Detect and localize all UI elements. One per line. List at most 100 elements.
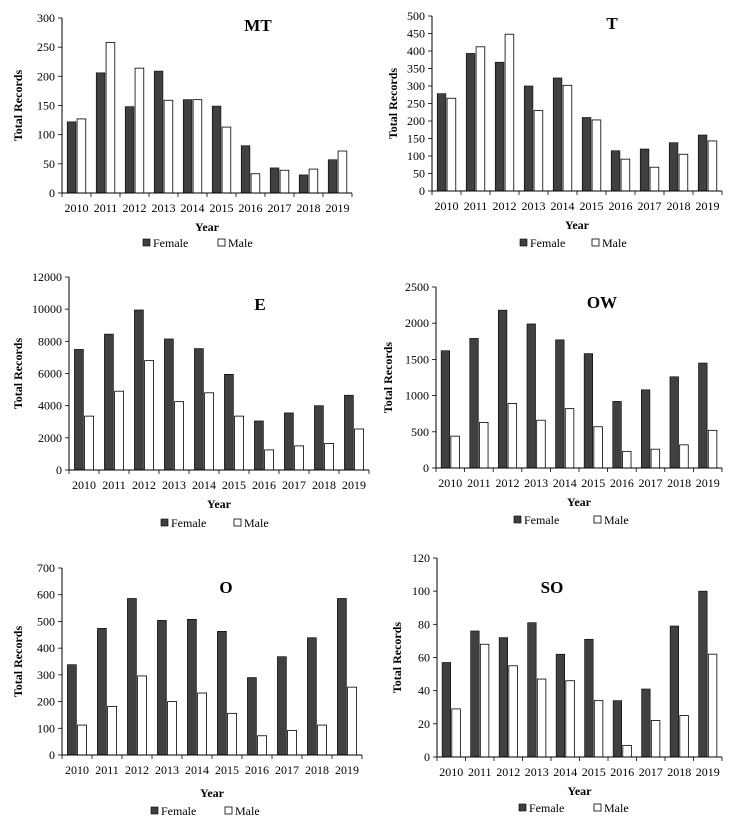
y-tick-label: 150 (37, 99, 55, 113)
y-tick-label: 2000 (405, 316, 429, 330)
bar-female-2015 (211, 105, 222, 194)
x-tick-label: 2010 (65, 763, 89, 777)
bar-female-2015 (581, 117, 592, 192)
x-tick-label: 2019 (696, 476, 720, 490)
bar-male-2010 (77, 724, 87, 756)
y-axis-title: Total Records (390, 622, 404, 694)
bar-female-2013 (527, 622, 537, 758)
y-tick-label: 350 (407, 62, 425, 76)
bar-male-2011 (479, 643, 490, 758)
bar-male-2010 (450, 435, 460, 469)
bar-male-2015 (593, 700, 604, 758)
y-axis-title: Total Records (381, 342, 395, 414)
legend-label-female: Female (530, 236, 565, 250)
bar-female-2019 (698, 590, 708, 758)
y-axis-title: Total Records (11, 70, 25, 142)
x-tick-label: 2018 (305, 763, 329, 777)
y-tick-label: 500 (411, 425, 429, 439)
x-tick-label: 2016 (252, 478, 276, 492)
y-tick-label: 500 (37, 614, 55, 628)
chart-title: O (219, 578, 232, 597)
bar-male-2018 (308, 168, 319, 194)
bar-female-2018 (307, 637, 317, 756)
bar-female-2017 (277, 656, 287, 756)
x-axis-title: Year (565, 218, 590, 232)
y-tick-label: 12000 (32, 270, 62, 284)
x-tick-label: 2011 (94, 201, 118, 215)
x-tick-label: 2011 (102, 478, 126, 492)
bar-female-2016 (240, 145, 251, 194)
legend-label-female: Female (524, 513, 559, 527)
x-tick-label: 2016 (609, 199, 633, 213)
legend-label-male: Male (604, 801, 629, 815)
legend-swatch-female (518, 803, 527, 812)
bar-male-2014 (565, 680, 575, 758)
bar-male-2015 (221, 126, 232, 194)
x-tick-label: 2012 (493, 199, 517, 213)
bar-female-2011 (97, 628, 107, 756)
x-tick-label: 2013 (524, 476, 548, 490)
bar-female-2011 (469, 338, 479, 469)
bar-female-2010 (67, 664, 77, 756)
y-axis-title: Total Records (11, 338, 25, 410)
bar-male-2019 (707, 653, 718, 758)
chart-title: MT (244, 16, 272, 35)
bar-female-2015 (224, 374, 234, 471)
legend-label-male: Male (235, 804, 260, 818)
y-tick-label: 8000 (38, 334, 62, 348)
bar-female-2019 (327, 159, 338, 194)
bar-male-2017 (279, 169, 290, 194)
legend-label-male: Male (602, 236, 627, 250)
y-tick-label: 300 (37, 668, 55, 682)
bar-male-2014 (197, 692, 208, 756)
bar-male-2012 (137, 675, 148, 756)
x-tick-label: 2013 (162, 478, 186, 492)
bar-male-2016 (622, 744, 632, 758)
bar-male-2016 (620, 158, 631, 192)
bar-female-2014 (187, 618, 197, 756)
x-tick-label: 2011 (468, 765, 492, 779)
bar-female-2016 (610, 150, 621, 192)
y-tick-label: 1500 (405, 352, 429, 366)
bar-female-2011 (465, 53, 476, 192)
x-tick-label: 2019 (335, 763, 359, 777)
x-tick-label: 2016 (610, 476, 634, 490)
bar-female-2013 (523, 85, 534, 192)
y-tick-label: 2000 (38, 431, 62, 445)
bar-male-2018 (324, 443, 335, 471)
bar-male-2013 (163, 99, 174, 194)
bar-male-2011 (105, 42, 116, 194)
y-tick-label: 0 (49, 748, 55, 762)
bar-female-2010 (66, 121, 77, 194)
y-tick-label: 50 (413, 167, 425, 181)
bar-male-2014 (562, 84, 573, 192)
x-tick-label: 2015 (581, 476, 605, 490)
x-axis-title: Year (568, 784, 593, 798)
x-tick-label: 2011 (464, 199, 488, 213)
chart-title: T (606, 14, 618, 33)
bar-male-2017 (294, 445, 305, 471)
bar-female-2015 (217, 631, 227, 756)
x-tick-label: 2011 (467, 476, 491, 490)
x-tick-label: 2014 (192, 478, 216, 492)
legend-label-male: Male (228, 236, 253, 250)
bar-male-2014 (204, 392, 215, 471)
bar-female-2017 (641, 389, 651, 469)
bar-female-2014 (552, 77, 563, 192)
x-tick-label: 2018 (312, 478, 336, 492)
bar-male-2010 (76, 118, 87, 194)
bar-male-2019 (707, 140, 718, 192)
y-tick-label: 600 (37, 588, 55, 602)
x-tick-label: 2013 (155, 763, 179, 777)
x-axis-title: Year (567, 495, 592, 509)
x-tick-label: 2012 (123, 201, 147, 215)
chart-title: OW (587, 293, 617, 312)
x-tick-label: 2010 (435, 199, 459, 213)
y-tick-label: 60 (418, 651, 430, 665)
legend-label-female: Female (153, 236, 188, 250)
bar-male-2018 (678, 153, 689, 192)
x-tick-label: 2019 (326, 201, 350, 215)
y-tick-label: 0 (49, 186, 55, 200)
bar-female-2011 (470, 630, 480, 758)
x-tick-label: 2015 (215, 763, 239, 777)
